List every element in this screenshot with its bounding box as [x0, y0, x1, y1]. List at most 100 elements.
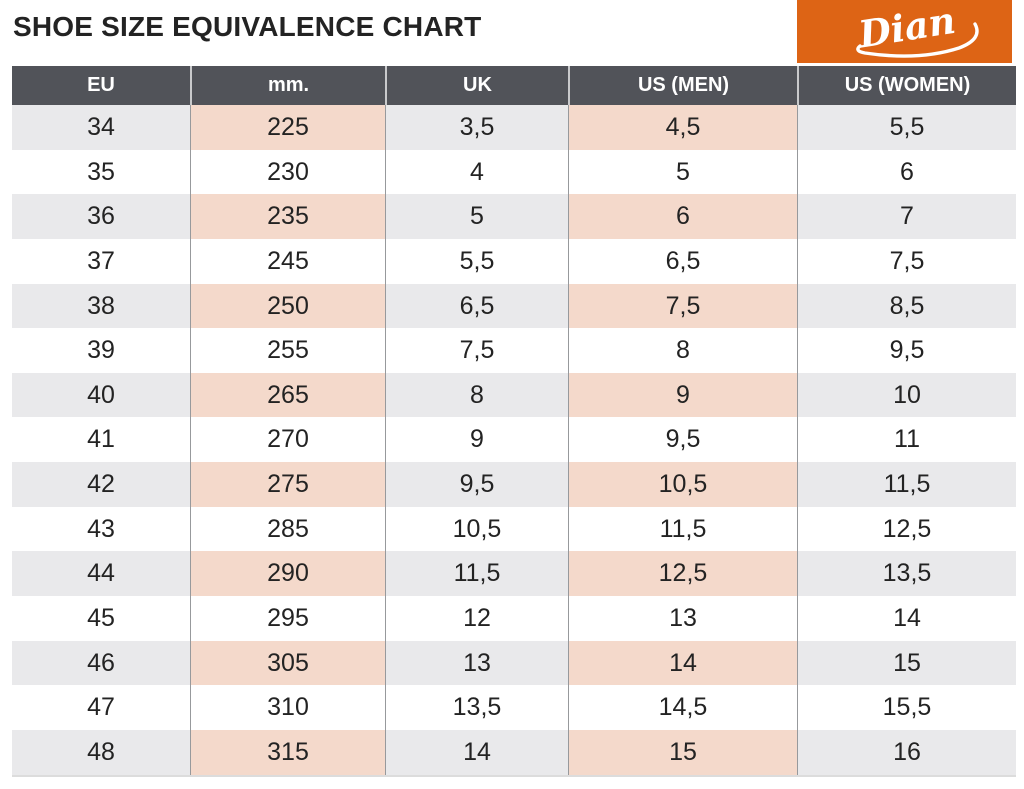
- column-header-uk: UK: [385, 66, 568, 105]
- cell-mm: 290: [190, 551, 385, 597]
- cell-mm: 305: [190, 640, 385, 686]
- cell-us-men: 10,5: [568, 462, 797, 507]
- cell-us-women: 12,5: [797, 506, 1016, 552]
- table-row: 41 270 9 9,5 11: [12, 417, 1016, 463]
- cell-eu: 40: [12, 372, 190, 418]
- column-header-us-women: US (WOMEN): [797, 66, 1016, 105]
- cell-mm: 250: [190, 283, 385, 329]
- cell-us-women: 14: [797, 596, 1016, 641]
- cell-mm: 285: [190, 506, 385, 552]
- cell-us-men: 12,5: [568, 551, 797, 597]
- cell-us-men: 14,5: [568, 685, 797, 730]
- cell-us-men: 15: [568, 729, 797, 775]
- cell-mm: 225: [190, 105, 385, 150]
- column-header-us-men: US (MEN): [568, 66, 797, 105]
- cell-uk: 10,5: [385, 506, 568, 552]
- cell-mm: 245: [190, 238, 385, 284]
- table-row: 37 245 5,5 6,5 7,5: [12, 238, 1016, 284]
- cell-mm: 255: [190, 328, 385, 373]
- cell-mm: 275: [190, 462, 385, 507]
- cell-us-women: 15: [797, 640, 1016, 686]
- cell-us-women: 9,5: [797, 328, 1016, 373]
- table-row: 42 275 9,5 10,5 11,5: [12, 462, 1016, 507]
- shoe-size-table: EU mm. UK US (MEN) US (WOMEN) 34 225 3,5 4,…: [12, 66, 1016, 777]
- table-row: 35 230 4 5 6: [12, 149, 1016, 195]
- cell-us-men: 9,5: [568, 417, 797, 463]
- dian-logo-text: Dian: [855, 0, 959, 57]
- cell-uk: 14: [385, 729, 568, 775]
- cell-eu: 43: [87, 514, 115, 543]
- cell-eu: 37: [87, 246, 115, 275]
- cell-mm: 265: [190, 372, 385, 418]
- cell-us-women: 7,5: [797, 238, 1016, 284]
- cell-us-men: 11,5: [568, 506, 797, 552]
- cell-us-men: 4,5: [568, 105, 797, 150]
- cell-eu: 36: [12, 194, 190, 239]
- cell-uk: 4: [385, 149, 568, 195]
- cell-uk: 12: [385, 596, 568, 641]
- cell-mm: 230: [190, 149, 385, 195]
- cell-uk: 6,5: [385, 283, 568, 329]
- cell-mm: 310: [190, 685, 385, 730]
- cell-eu: 46: [12, 640, 190, 686]
- dian-logo-script-icon: Dian: [855, 0, 979, 58]
- cell-us-men: 5: [568, 149, 797, 195]
- cell-uk: 5: [385, 194, 568, 239]
- cell-eu: 45: [87, 604, 115, 633]
- cell-us-men: 9: [568, 372, 797, 418]
- cell-eu: 41: [87, 425, 115, 454]
- cell-us-women: 11: [797, 417, 1016, 463]
- cell-eu: 34: [12, 105, 190, 150]
- cell-eu: 38: [12, 283, 190, 329]
- cell-us-women: 7: [797, 194, 1016, 239]
- column-header-eu: EU: [87, 74, 115, 96]
- table-row: 46 305 13 14 15: [12, 640, 1016, 686]
- cell-mm: 295: [190, 596, 385, 641]
- cell-uk: 8: [385, 372, 568, 418]
- cell-mm: 315: [190, 729, 385, 775]
- cell-us-men: 6: [568, 194, 797, 239]
- cell-eu: 39: [87, 336, 115, 365]
- cell-uk: 9,5: [385, 462, 568, 507]
- cell-eu: 44: [12, 551, 190, 597]
- table-row: 39 255 7,5 8 9,5: [12, 328, 1016, 373]
- cell-mm: 270: [190, 417, 385, 463]
- cell-uk: 9: [385, 417, 568, 463]
- table-row: 43 285 10,5 11,5 12,5: [12, 506, 1016, 552]
- table-row: 47 310 13,5 14,5 15,5: [12, 685, 1016, 730]
- dian-logo: Dian: [797, 0, 1012, 63]
- page-title: SHOE SIZE EQUIVALENCE CHART: [13, 11, 482, 42]
- cell-us-men: 7,5: [568, 283, 797, 329]
- table-row: 34 225 3,5 4,5 5,5: [12, 105, 1016, 150]
- cell-eu: 47: [87, 693, 115, 722]
- cell-uk: 3,5: [385, 105, 568, 150]
- cell-eu: 35: [87, 157, 115, 186]
- cell-us-women: 11,5: [797, 462, 1016, 507]
- table-body: 34 225 3,5 4,5 5,5 35 230 4 5 6 36 235 5 6 7 37 245 5,5 6,…: [12, 105, 1016, 775]
- cell-us-men: 14: [568, 640, 797, 686]
- cell-us-women: 6: [797, 149, 1016, 195]
- cell-mm: 235: [190, 194, 385, 239]
- cell-us-men: 8: [568, 328, 797, 373]
- cell-us-women: 8,5: [797, 283, 1016, 329]
- column-header-mm: mm.: [190, 66, 385, 105]
- cell-us-women: 10: [797, 372, 1016, 418]
- cell-us-women: 16: [797, 729, 1016, 775]
- cell-us-men: 6,5: [568, 238, 797, 284]
- table-row: 44 290 11,5 12,5 13,5: [12, 551, 1016, 597]
- cell-uk: 5,5: [385, 238, 568, 284]
- table-row: 38 250 6,5 7,5 8,5: [12, 283, 1016, 329]
- cell-uk: 7,5: [385, 328, 568, 373]
- cell-uk: 13,5: [385, 685, 568, 730]
- cell-eu: 42: [12, 462, 190, 507]
- cell-us-women: 13,5: [797, 551, 1016, 597]
- cell-us-women: 15,5: [797, 685, 1016, 730]
- table-row: 40 265 8 9 10: [12, 372, 1016, 418]
- cell-uk: 11,5: [385, 551, 568, 597]
- table-row: 36 235 5 6 7: [12, 194, 1016, 239]
- table-header-row: EU mm. UK US (MEN) US (WOMEN): [12, 66, 1016, 105]
- table-row: 45 295 12 13 14: [12, 596, 1016, 641]
- table-row: 48 315 14 15 16: [12, 729, 1016, 775]
- cell-uk: 13: [385, 640, 568, 686]
- cell-us-men: 13: [568, 596, 797, 641]
